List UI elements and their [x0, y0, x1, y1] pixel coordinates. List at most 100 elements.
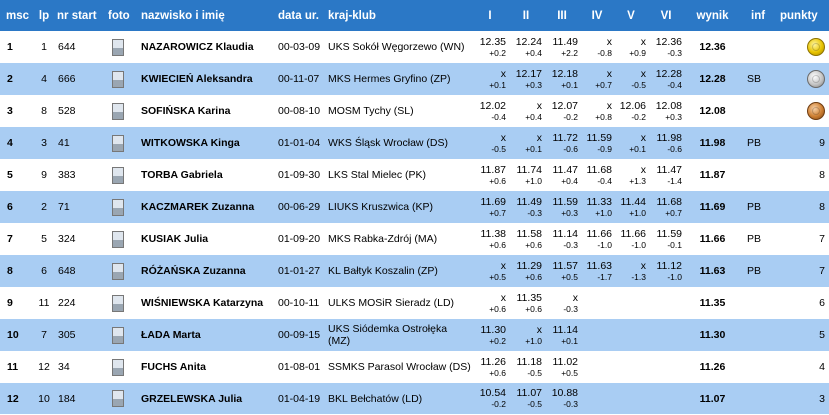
attempt-result: 11.63	[586, 259, 613, 272]
club-cell: LIUKS Kruszwica (KP)	[324, 191, 472, 223]
athlete-photo-thumbnail[interactable]	[112, 326, 124, 344]
bib-number-cell: 648	[54, 255, 108, 287]
club-cell: UKS Sokół Węgorzewo (WN)	[324, 31, 472, 63]
attempt-cell: 11.14 +0.1	[544, 319, 580, 351]
attempt-cell: x -0.5	[614, 63, 648, 95]
attempt-wind: -0.9	[597, 143, 612, 154]
result-cell: 11.69	[684, 191, 741, 223]
lane-cell: 3	[34, 127, 54, 159]
col-header-foto: foto	[108, 0, 139, 31]
athlete-photo-thumbnail[interactable]	[112, 70, 124, 88]
result-cell: 11.87	[684, 159, 741, 191]
attempt-result: 11.29	[516, 259, 543, 272]
table-row: 12 10 184 GRZELEWSKA Julia 01-04-19 BKL Bełch…	[0, 383, 829, 414]
attempt-wind: +0.4	[525, 111, 542, 122]
points-value: 3	[819, 392, 825, 405]
points-cell: 6	[776, 287, 829, 319]
club-cell: BKL Bełchatów (LD)	[324, 383, 472, 414]
attempt-cell: x +0.1	[508, 127, 544, 159]
athlete-photo-thumbnail[interactable]	[112, 262, 124, 280]
info-cell	[741, 159, 776, 191]
lane-cell: 6	[34, 255, 54, 287]
col-header-msc: msc	[0, 0, 34, 31]
col-header-attempt-2: II	[508, 0, 544, 31]
attempt-cell: 11.49 -0.3	[508, 191, 544, 223]
attempt-result: x	[572, 291, 578, 304]
attempt-wind: +1.0	[595, 207, 612, 218]
attempt-cell: 11.59 -0.1	[648, 223, 684, 255]
photo-cell	[108, 383, 139, 414]
attempt-wind: -1.4	[667, 175, 682, 186]
athlete-name-cell: RÓŻAŃSKA Zuzanna	[139, 255, 272, 287]
attempt-cell: x +0.4	[508, 95, 544, 127]
athlete-name-cell: KACZMAREK Zuzanna	[139, 191, 272, 223]
attempt-result: 11.12	[656, 259, 683, 272]
attempt-result: 12.17	[515, 67, 542, 80]
attempt-cell: 11.68 +0.7	[648, 191, 684, 223]
athlete-photo-thumbnail[interactable]	[112, 102, 124, 120]
attempt-wind: +0.5	[561, 271, 578, 282]
athlete-photo-thumbnail[interactable]	[112, 166, 124, 184]
attempt-cell	[614, 319, 648, 351]
info-cell	[741, 351, 776, 383]
attempt-result: x	[606, 99, 612, 112]
attempt-wind: +0.6	[525, 271, 542, 282]
attempt-wind: -0.6	[563, 143, 578, 154]
attempt-wind: +0.9	[629, 47, 646, 58]
attempt-wind: +0.6	[525, 303, 542, 314]
attempt-cell: x -0.3	[544, 287, 580, 319]
attempt-wind: -0.3	[563, 303, 578, 314]
attempt-cell: 12.18 +0.1	[544, 63, 580, 95]
attempt-result: 11.44	[620, 195, 647, 208]
points-value: 4	[819, 361, 825, 373]
attempt-result: x	[606, 67, 612, 80]
lane-cell: 7	[34, 319, 54, 351]
athlete-photo-thumbnail[interactable]	[112, 38, 124, 56]
attempt-cell: 12.07 -0.2	[544, 95, 580, 127]
attempt-wind: -0.2	[631, 111, 646, 122]
points-cell: 8	[776, 191, 829, 223]
col-header-inf: inf	[741, 0, 776, 31]
attempt-result: 11.69	[480, 195, 507, 208]
attempt-cell: 11.72 -0.6	[544, 127, 580, 159]
athlete-photo-thumbnail[interactable]	[112, 134, 124, 152]
athlete-photo-thumbnail[interactable]	[112, 294, 124, 312]
points-cell: 3	[776, 383, 829, 414]
club-cell: SSMKS Parasol Wrocław (DS)	[324, 351, 472, 383]
attempt-cell	[580, 319, 614, 351]
attempt-result: 11.14	[552, 323, 579, 336]
info-cell: SB	[741, 63, 776, 95]
lane-cell: 10	[34, 383, 54, 414]
attempt-result: 12.08	[655, 99, 682, 112]
attempt-wind: -0.2	[491, 399, 506, 409]
bib-number-cell: 528	[54, 95, 108, 127]
attempt-result: 12.02	[479, 99, 506, 112]
attempt-cell: x -0.8	[580, 31, 614, 63]
place-cell: 9	[0, 287, 34, 319]
athlete-photo-thumbnail[interactable]	[112, 230, 124, 248]
attempt-result: 12.36	[655, 35, 682, 48]
athlete-photo-thumbnail[interactable]	[112, 358, 124, 376]
attempt-result: x	[640, 163, 646, 176]
attempt-result: 11.59	[656, 227, 683, 240]
attempt-cell: x +0.7	[580, 63, 614, 95]
place-cell: 2	[0, 63, 34, 95]
info-cell: PB	[741, 191, 776, 223]
place-cell: 5	[0, 159, 34, 191]
athlete-photo-thumbnail[interactable]	[112, 198, 124, 216]
athlete-photo-thumbnail[interactable]	[112, 390, 124, 407]
attempt-cell: 11.47 -1.4	[648, 159, 684, 191]
col-header-result: wynik	[684, 0, 741, 31]
attempt-cell: 11.12 -1.0	[648, 255, 684, 287]
attempt-result: 11.72	[552, 131, 579, 144]
photo-cell	[108, 319, 139, 351]
silver-medal-icon	[807, 70, 825, 88]
attempt-wind: -0.5	[631, 79, 646, 90]
result-cell: 11.35	[684, 287, 741, 319]
athlete-name-cell: WITKOWSKA Kinga	[139, 127, 272, 159]
attempt-wind: +0.3	[525, 79, 542, 90]
photo-cell	[108, 159, 139, 191]
photo-cell	[108, 127, 139, 159]
birth-date-cell: 00-11-07	[272, 63, 324, 95]
